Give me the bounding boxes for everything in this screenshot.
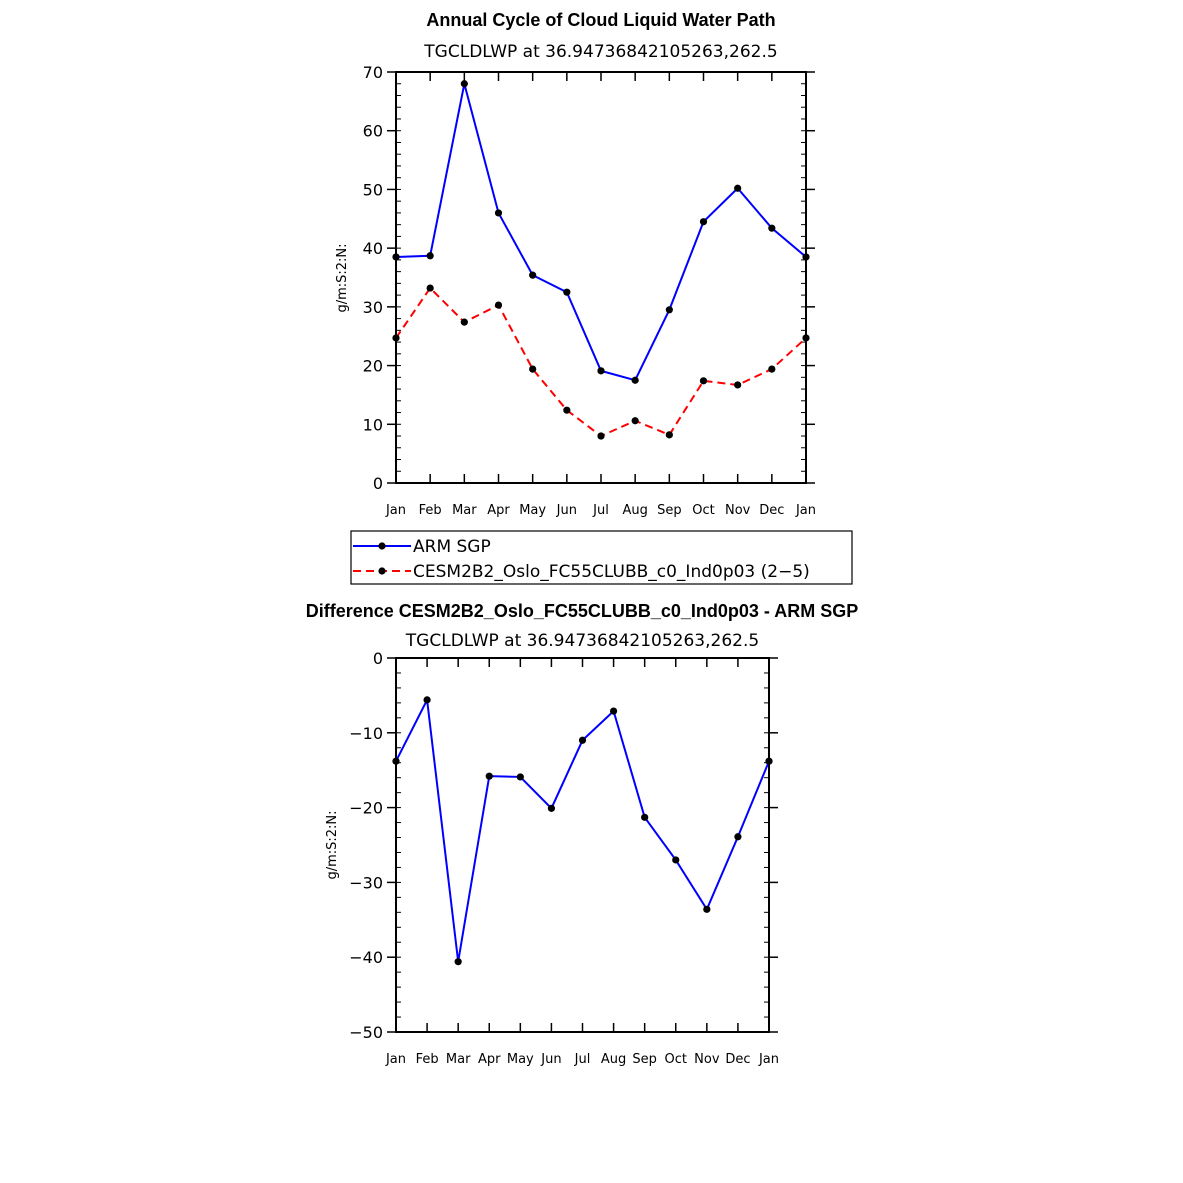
data-point-1-7 — [631, 417, 639, 425]
data-point-1-12 — [802, 334, 810, 342]
data-point-0-0 — [392, 757, 400, 765]
x-tick-label: Nov — [725, 503, 751, 518]
data-point-0-8 — [641, 813, 649, 821]
x-tick-label: Feb — [416, 1052, 439, 1067]
x-tick-label: Jul — [574, 1052, 591, 1067]
legend-marker-1 — [378, 567, 386, 575]
x-tick-label: Dec — [725, 1052, 750, 1067]
x-tick-label: Feb — [419, 503, 442, 518]
x-tick-label: Sep — [657, 503, 682, 518]
x-tick-label: Jan — [385, 1052, 406, 1067]
legend-marker-0 — [378, 542, 386, 550]
data-point-0-5 — [547, 804, 556, 812]
data-point-0-3 — [485, 772, 493, 780]
data-point-0-6 — [597, 367, 605, 375]
x-tick-label: Oct — [692, 503, 714, 518]
data-point-0-4 — [529, 271, 537, 279]
y-tick-label: 10 — [363, 415, 383, 434]
data-point-1-0 — [392, 334, 400, 342]
data-point-0-7 — [609, 707, 618, 715]
x-tick-label: Apr — [478, 1052, 501, 1067]
x-tick-label: Nov — [694, 1052, 720, 1067]
x-tick-label: Mar — [446, 1052, 471, 1067]
data-point-0-2 — [454, 958, 462, 966]
data-point-1-11 — [768, 365, 776, 373]
legend-label-0: ARM SGP — [413, 537, 491, 557]
y-tick-label: −10 — [349, 724, 383, 743]
data-point-1-6 — [597, 432, 605, 440]
data-point-0-6 — [578, 736, 587, 744]
y-tick-label: −20 — [349, 799, 383, 818]
data-point-0-11 — [768, 224, 776, 232]
data-point-1-4 — [529, 365, 537, 373]
y-tick-label: 20 — [363, 357, 383, 376]
chart-title: Annual Cycle of Cloud Liquid Water Path — [426, 10, 775, 30]
y-tick-label: 70 — [363, 63, 383, 82]
data-point-0-1 — [423, 696, 431, 704]
x-tick-label: Sep — [632, 1052, 657, 1067]
y-tick-label: −50 — [349, 1023, 383, 1042]
data-point-0-10 — [734, 184, 742, 192]
data-point-1-9 — [699, 377, 708, 385]
x-tick-label: Aug — [601, 1052, 626, 1067]
x-tick-label: Oct — [665, 1052, 687, 1067]
chart-title: Difference CESM2B2_Oslo_FC55CLUBB_c0_Ind… — [306, 601, 859, 621]
x-tick-label: May — [519, 503, 546, 518]
plot-frame — [395, 71, 807, 484]
data-point-1-5 — [563, 406, 571, 414]
data-point-1-3 — [494, 301, 503, 309]
data-point-0-8 — [665, 306, 673, 314]
y-tick-label: −40 — [349, 948, 383, 967]
data-point-0-3 — [494, 209, 503, 217]
y-tick-label: −30 — [349, 873, 383, 892]
x-tick-label: Dec — [759, 503, 784, 518]
data-point-1-8 — [665, 431, 673, 439]
x-tick-label: Jan — [758, 1052, 779, 1067]
y-axis-label: g/m:S:2:N: — [335, 243, 350, 312]
data-point-0-12 — [802, 253, 810, 261]
data-point-0-2 — [460, 80, 468, 88]
data-point-1-2 — [460, 318, 468, 326]
x-tick-label: Jan — [795, 503, 816, 518]
data-point-0-5 — [563, 288, 571, 296]
x-tick-label: Aug — [622, 503, 647, 518]
y-tick-label: 50 — [363, 180, 383, 199]
chart-subtitle: TGCLDLWP at 36.94736842105263,262.5 — [423, 42, 777, 62]
x-tick-label: Jul — [592, 503, 609, 518]
legend-label-1: CESM2B2_Oslo_FC55CLUBB_c0_Ind0p03 (2−5) — [413, 562, 810, 582]
data-point-0-0 — [392, 253, 400, 261]
y-tick-label: 30 — [363, 298, 383, 317]
data-point-0-1 — [426, 252, 434, 260]
data-point-0-12 — [765, 757, 773, 765]
data-point-0-9 — [672, 856, 680, 864]
y-tick-label: 40 — [363, 239, 383, 258]
x-tick-label: May — [507, 1052, 534, 1067]
data-point-0-4 — [516, 773, 524, 781]
y-tick-label: 60 — [363, 122, 383, 141]
y-tick-label: 0 — [373, 649, 383, 668]
legend-box — [350, 530, 853, 585]
chart-subtitle: TGCLDLWP at 36.94736842105263,262.5 — [405, 631, 759, 651]
y-axis-label: g/m:S:2:N: — [325, 810, 340, 879]
data-point-0-11 — [734, 833, 742, 841]
data-point-0-7 — [631, 376, 639, 384]
x-tick-label: Jan — [385, 503, 406, 518]
series-line-0 — [395, 83, 807, 382]
y-tick-label: 0 — [373, 474, 383, 493]
series-line-1 — [395, 286, 807, 438]
data-point-0-10 — [703, 905, 711, 913]
data-point-1-10 — [734, 381, 742, 389]
plot-frame — [395, 657, 770, 1033]
x-tick-label: Apr — [487, 503, 510, 518]
x-tick-label: Jun — [556, 503, 577, 518]
x-tick-label: Jun — [540, 1052, 561, 1067]
x-tick-label: Mar — [452, 503, 477, 518]
data-point-1-1 — [426, 284, 434, 292]
data-point-0-9 — [699, 218, 708, 226]
